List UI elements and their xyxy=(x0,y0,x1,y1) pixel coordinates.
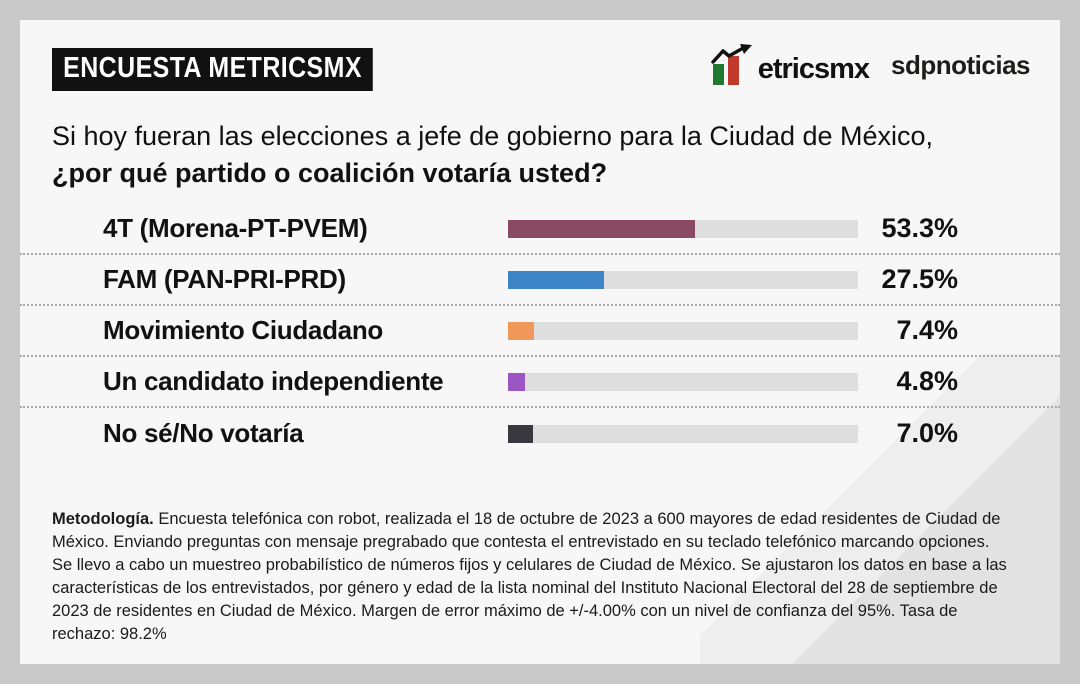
row-label: Un candidato independiente xyxy=(103,366,444,396)
logo-red-bar xyxy=(727,56,739,85)
row-value: 7.4% xyxy=(896,315,958,345)
bar-fill xyxy=(508,321,534,340)
trend-arrow-icon xyxy=(710,44,752,64)
question-line-2: ¿por qué partido o coalición votaría ust… xyxy=(52,158,608,188)
bar-fill xyxy=(508,372,525,391)
row-label: Movimiento Ciudadano xyxy=(103,315,384,345)
logo-green-bar xyxy=(712,64,724,85)
row-label: FAM (PAN-PRI-PRD) xyxy=(103,264,346,294)
row-value: 27.5% xyxy=(881,264,958,294)
bar-track xyxy=(508,219,858,238)
methodology-text: Encuesta telefónica con robot, realizada… xyxy=(52,510,1007,643)
bar-track xyxy=(508,270,858,289)
chart-row: FAM (PAN-PRI-PRD) 27.5% xyxy=(20,255,1060,306)
question-line-1: Si hoy fueran las elecciones a jefe de g… xyxy=(52,121,934,151)
methodology: Metodología. Encuesta telefónica con rob… xyxy=(52,508,1010,646)
row-value: 7.0% xyxy=(896,418,958,448)
sdpnoticias-logo: sdpnoticias xyxy=(891,49,1030,80)
brand-row: etricsmx sdpnoticias xyxy=(710,44,1030,86)
bar-fill xyxy=(508,219,695,238)
chart-row: No sé/No votaría 7.0% xyxy=(20,408,1060,459)
poll-bar-chart: 4T (Morena-PT-PVEM) 53.3% FAM (PAN-PRI-P… xyxy=(20,204,1060,459)
row-label: No sé/No votaría xyxy=(103,418,304,448)
bar-fill xyxy=(508,424,533,443)
metricsmx-logo-text: etricsmx xyxy=(757,53,870,85)
methodology-lead: Metodología. xyxy=(52,510,154,528)
row-value: 4.8% xyxy=(896,366,958,396)
bar-track xyxy=(508,321,858,340)
row-value: 53.3% xyxy=(881,213,958,243)
headline-badge: ENCUESTA METRICSMX xyxy=(52,48,374,91)
metricsmx-logo: etricsmx xyxy=(710,44,870,86)
chart-row: Un candidato independiente 4.8% xyxy=(20,357,1060,408)
bar-track xyxy=(508,424,858,443)
row-label: 4T (Morena-PT-PVEM) xyxy=(103,213,368,243)
survey-question: Si hoy fueran las elecciones a jefe de g… xyxy=(52,118,933,192)
chart-row: 4T (Morena-PT-PVEM) 53.3% xyxy=(20,204,1060,255)
bar-fill xyxy=(508,270,605,289)
infographic-card: ENCUESTA METRICSMX etricsmx sdpnoticias … xyxy=(20,20,1060,664)
metricsmx-logo-mark xyxy=(710,44,757,86)
bar-track xyxy=(508,372,858,391)
chart-row: Movimiento Ciudadano 7.4% xyxy=(20,306,1060,357)
